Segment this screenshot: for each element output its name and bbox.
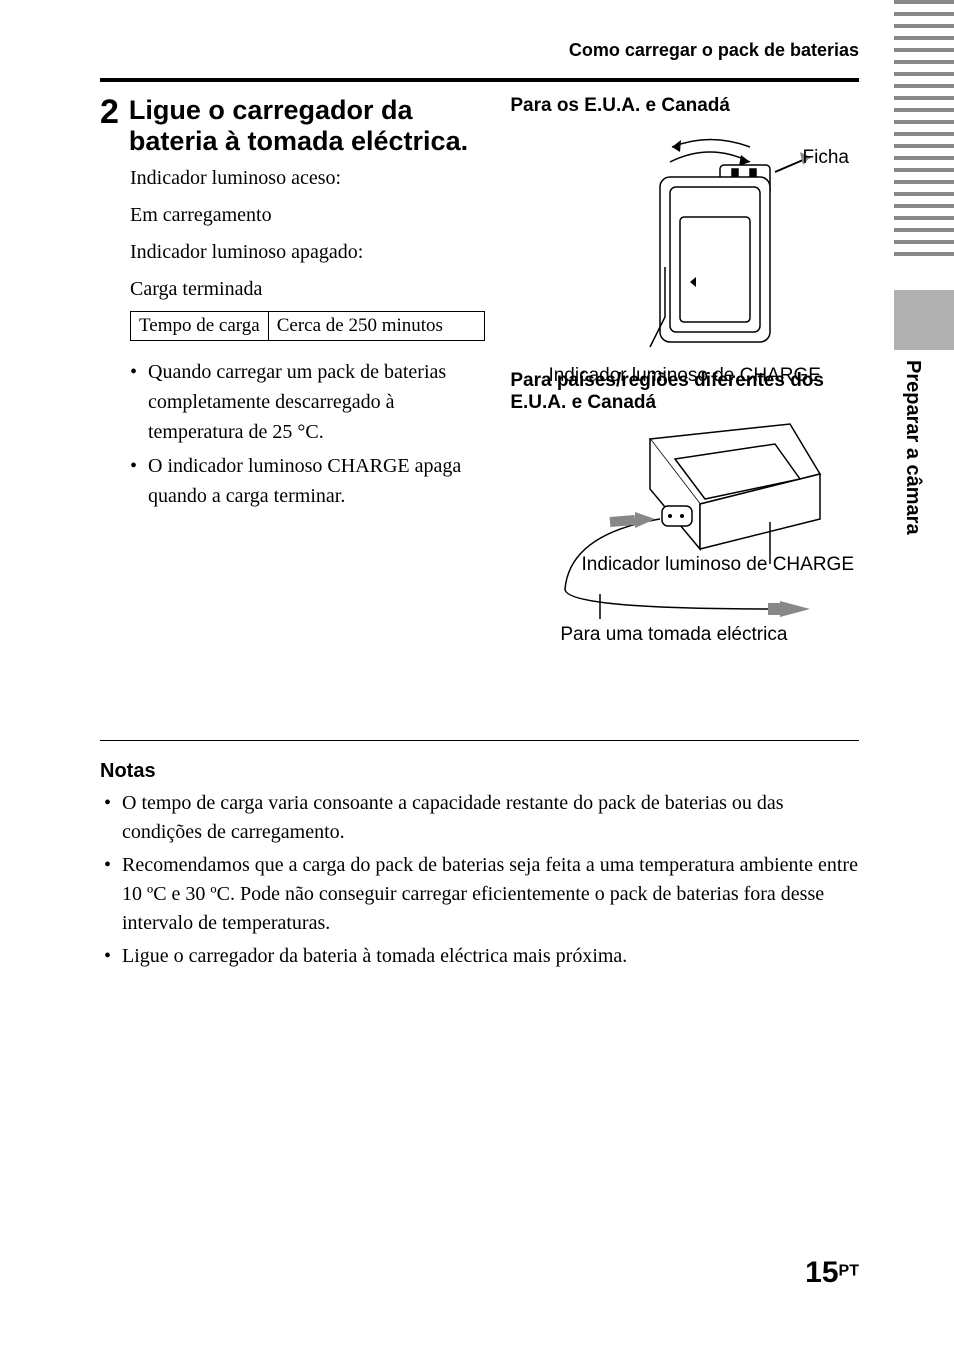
notes-list: •O tempo de carga varia consoante a capa…	[100, 789, 859, 971]
list-item-text: Ligue o carregador da bateria à tomada e…	[122, 942, 627, 971]
header-rule	[100, 78, 859, 82]
bullet-dot: •	[100, 942, 122, 971]
charger-other-illustration	[510, 414, 840, 624]
main-content: 2 Ligue o carregador da bateria à tomada…	[100, 95, 859, 614]
list-item-text: Recomendamos que a carga do pack de bate…	[122, 851, 859, 938]
side-section-label: Preparar a câmara	[901, 360, 924, 535]
right-column: Para os E.U.A. e Canadá Ficha	[510, 95, 859, 614]
bullet-dot: •	[100, 789, 122, 847]
table-label-cell: Tempo de carga	[131, 312, 269, 340]
bullet-dot: •	[130, 451, 148, 511]
region-heading-usa: Para os E.U.A. e Canadá	[510, 95, 859, 117]
page: Preparar a câmara Como carregar o pack d…	[0, 0, 954, 1345]
page-number-lang: PT	[839, 1263, 859, 1280]
side-tick	[894, 132, 954, 136]
charge-time-table: Tempo de carga Cerca de 250 minutos	[130, 311, 485, 341]
side-tick-marks	[884, 0, 954, 264]
label-outlet: Para uma tomada eléctrica	[560, 624, 787, 647]
label-ficha: Ficha	[803, 147, 849, 169]
running-header: Como carregar o pack de baterias	[569, 40, 859, 61]
bullet-dot: •	[130, 357, 148, 447]
step-title: Ligue o carregador da bateria à tomada e…	[129, 95, 485, 157]
side-tick	[894, 12, 954, 16]
list-item-text: O indicador luminoso CHARGE apaga quando…	[148, 451, 485, 511]
page-number-value: 15	[805, 1256, 838, 1289]
side-tick	[894, 60, 954, 64]
side-tick	[894, 72, 954, 76]
charging-label: Em carregamento	[130, 200, 485, 231]
side-section-tab	[894, 290, 954, 350]
side-tick	[894, 228, 954, 232]
side-tick	[894, 252, 954, 256]
side-tick	[894, 36, 954, 40]
list-item: •Recomendamos que a carga do pack de bat…	[100, 851, 859, 938]
table-value-cell: Cerca de 250 minutos	[269, 312, 451, 340]
charger-usa-illustration	[510, 117, 840, 362]
side-tick	[894, 48, 954, 52]
page-number: 15PT	[805, 1256, 859, 1290]
side-tick	[894, 96, 954, 100]
notes-section: Notas •O tempo de carga varia consoante …	[100, 760, 859, 975]
label-charge-led-1: Indicador luminoso de CHARGE	[510, 365, 859, 387]
left-bullet-list: •Quando carregar um pack de baterias com…	[130, 357, 485, 511]
side-tick	[894, 168, 954, 172]
left-column: 2 Ligue o carregador da bateria à tomada…	[100, 95, 485, 614]
two-column-layout: 2 Ligue o carregador da bateria à tomada…	[100, 95, 859, 614]
side-tick	[894, 24, 954, 28]
list-item: •Ligue o carregador da bateria à tomada …	[100, 942, 859, 971]
side-tick	[894, 0, 954, 4]
list-item: •Quando carregar um pack de baterias com…	[130, 357, 485, 447]
side-tick	[894, 120, 954, 124]
notes-heading: Notas	[100, 760, 859, 783]
side-tick	[894, 156, 954, 160]
list-item: •O indicador luminoso CHARGE apaga quand…	[130, 451, 485, 511]
bullet-dot: •	[100, 851, 122, 938]
indicator-on-label: Indicador luminoso aceso:	[130, 163, 485, 194]
side-tick	[894, 204, 954, 208]
charge-done-label: Carga terminada	[130, 274, 485, 305]
side-tick	[894, 84, 954, 88]
side-tick	[894, 180, 954, 184]
list-item: •O tempo de carga varia consoante a capa…	[100, 789, 859, 847]
step-block: 2 Ligue o carregador da bateria à tomada…	[100, 95, 485, 157]
label-charge-led-2: Indicador luminoso de CHARGE	[582, 554, 854, 577]
step-number: 2	[100, 95, 119, 129]
side-tick	[894, 192, 954, 196]
side-tick	[894, 216, 954, 220]
mid-rule	[100, 740, 859, 741]
list-item-text: Quando carregar um pack de baterias comp…	[148, 357, 485, 447]
figure-other-charger: Indicador luminoso de CHARGE Para uma to…	[510, 414, 859, 614]
indicator-off-label: Indicador luminoso apagado:	[130, 237, 485, 268]
figure-usa-charger: Ficha	[510, 117, 859, 362]
side-tick	[894, 108, 954, 112]
side-tick	[894, 240, 954, 244]
side-tick	[894, 144, 954, 148]
list-item-text: O tempo de carga varia consoante a capac…	[122, 789, 859, 847]
